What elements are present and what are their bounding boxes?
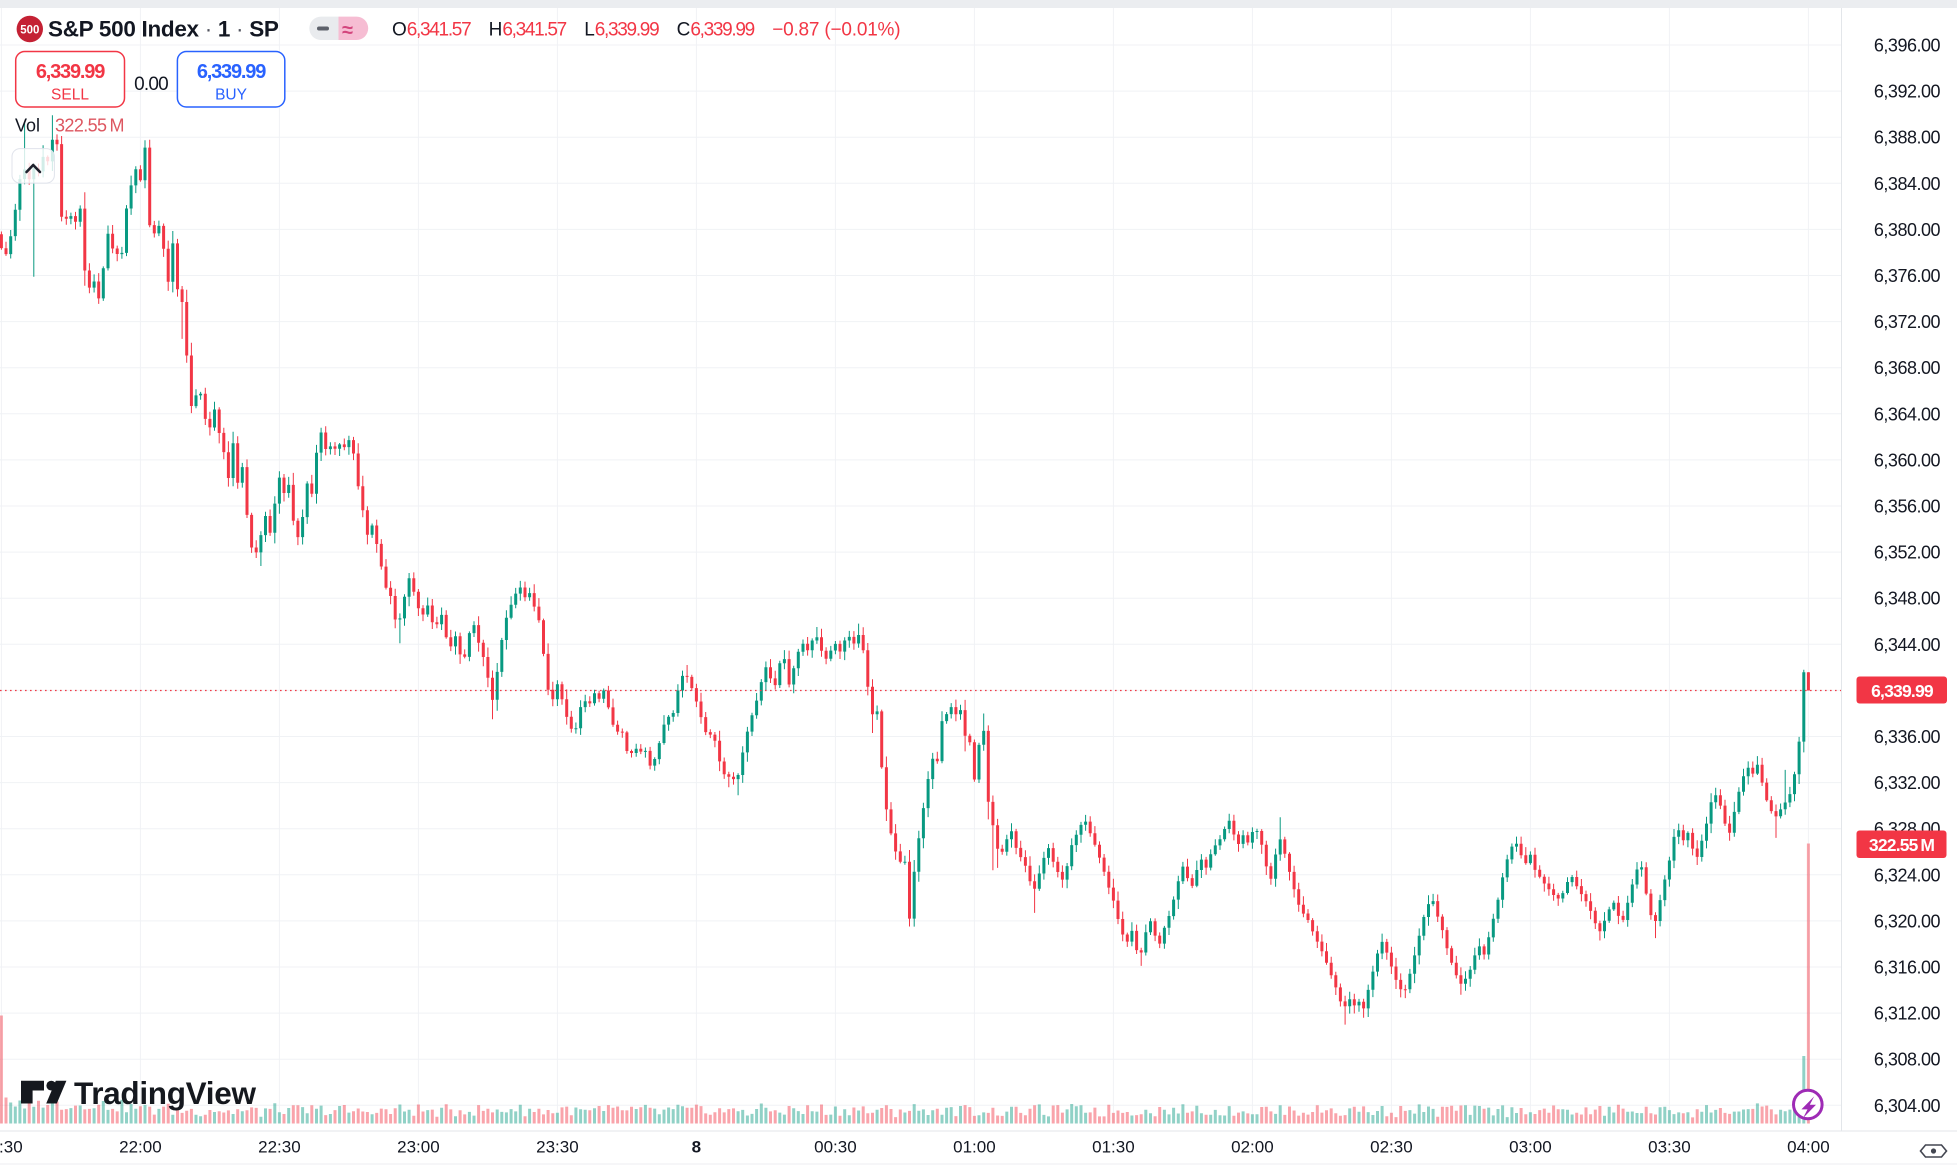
svg-text:6,380.00: 6,380.00 [1874, 220, 1941, 240]
svg-text:O6,341.57 H6,341.57 L6,339.99: O6,341.57 H6,341.57 L6,339.99 C6,339.99 … [392, 20, 900, 41]
svg-text:6,332.00: 6,332.00 [1874, 773, 1941, 793]
svg-text:6,339.99: 6,339.99 [197, 61, 266, 83]
svg-text:6,360.00: 6,360.00 [1874, 450, 1941, 470]
svg-text:6,324.00: 6,324.00 [1874, 865, 1941, 885]
svg-text:322.55 M: 322.55 M [55, 116, 124, 136]
svg-text:21:30: 21:30 [0, 1138, 23, 1157]
svg-text:01:30: 01:30 [1092, 1138, 1135, 1157]
svg-text:02:30: 02:30 [1370, 1138, 1413, 1157]
svg-text:02:00: 02:00 [1231, 1138, 1274, 1157]
svg-text:6,356.00: 6,356.00 [1874, 497, 1941, 517]
svg-text:6,376.00: 6,376.00 [1874, 266, 1941, 286]
svg-text:SELL: SELL [51, 87, 89, 104]
svg-text:6,312.00: 6,312.00 [1874, 1004, 1941, 1024]
svg-text:6,372.00: 6,372.00 [1874, 312, 1941, 332]
svg-text:22:30: 22:30 [258, 1138, 301, 1157]
svg-text:6,339.99: 6,339.99 [36, 61, 105, 83]
svg-text:Vol: Vol [15, 116, 40, 136]
svg-text:6,320.00: 6,320.00 [1874, 911, 1941, 931]
svg-text:04:00: 04:00 [1787, 1138, 1830, 1157]
svg-text:6,336.00: 6,336.00 [1874, 727, 1941, 747]
svg-text:22:00: 22:00 [119, 1138, 162, 1157]
svg-text:01:00: 01:00 [953, 1138, 996, 1157]
svg-text:6,384.00: 6,384.00 [1874, 174, 1941, 194]
svg-text:6,396.00: 6,396.00 [1874, 36, 1941, 56]
svg-text:03:30: 03:30 [1648, 1138, 1691, 1157]
svg-text:≈: ≈ [342, 20, 353, 42]
svg-text:6,304.00: 6,304.00 [1874, 1096, 1941, 1116]
svg-text:6,368.00: 6,368.00 [1874, 358, 1941, 378]
svg-text:TradingView: TradingView [74, 1075, 256, 1111]
svg-text:6,344.00: 6,344.00 [1874, 635, 1941, 655]
svg-text:6,339.99: 6,339.99 [1871, 681, 1934, 701]
svg-text:0.00: 0.00 [134, 74, 168, 95]
svg-text:6,348.00: 6,348.00 [1874, 589, 1941, 609]
svg-text:6,316.00: 6,316.00 [1874, 958, 1941, 978]
svg-text:23:00: 23:00 [397, 1138, 440, 1157]
svg-text:23:30: 23:30 [536, 1138, 579, 1157]
svg-text:00:30: 00:30 [814, 1138, 857, 1157]
svg-text:6,308.00: 6,308.00 [1874, 1050, 1941, 1070]
svg-text:6,388.00: 6,388.00 [1874, 128, 1941, 148]
svg-text:500: 500 [20, 24, 39, 36]
svg-text:6,392.00: 6,392.00 [1874, 82, 1941, 102]
svg-text:6,364.00: 6,364.00 [1874, 404, 1941, 424]
svg-text:S&P 500 Index · 1 · SP: S&P 500 Index · 1 · SP [48, 17, 279, 42]
svg-text:BUY: BUY [215, 87, 247, 104]
svg-text:03:00: 03:00 [1509, 1138, 1552, 1157]
svg-text:8: 8 [692, 1138, 701, 1157]
svg-text:322.55 M: 322.55 M [1869, 835, 1934, 855]
svg-text:6,352.00: 6,352.00 [1874, 543, 1941, 563]
